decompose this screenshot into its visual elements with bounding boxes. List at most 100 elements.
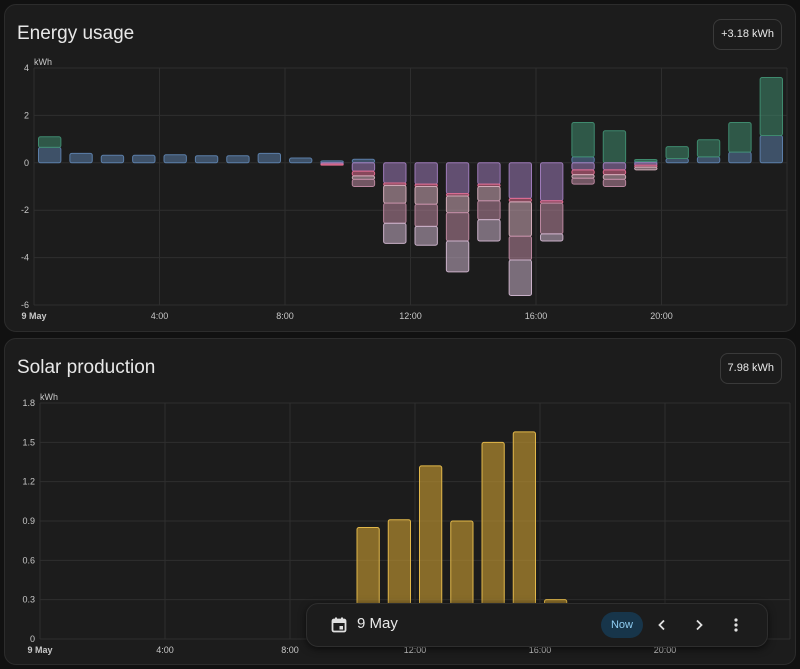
energy-bar-segment xyxy=(38,146,62,164)
x-tick-label: 8:00 xyxy=(276,311,294,321)
energy-bar-segment xyxy=(571,174,595,179)
energy-bar-segment xyxy=(445,212,470,242)
energy-bar-segment xyxy=(508,162,532,199)
energy-bar-segment xyxy=(508,197,532,203)
energy-bar-segment xyxy=(728,122,752,153)
x-tick-label: 12:00 xyxy=(399,311,422,321)
energy-bar-segment xyxy=(69,152,93,164)
energy-bar-segment xyxy=(351,162,376,172)
x-tick-label: 8:00 xyxy=(281,645,299,655)
x-tick-label: 9 May xyxy=(27,645,52,655)
energy-bar-segment xyxy=(571,162,595,171)
energy-bar-segment xyxy=(634,158,658,162)
energy-bar-segment xyxy=(38,136,62,148)
energy-bar-segment xyxy=(132,154,156,164)
energy-bar-segment xyxy=(540,202,564,235)
total-badge[interactable]: 7.98 kWh xyxy=(719,353,782,384)
now-button[interactable]: Now xyxy=(601,612,643,638)
energy-bar-segment xyxy=(634,166,658,171)
energy-bar-segment xyxy=(351,175,376,180)
energy-bar-segment xyxy=(508,235,532,261)
energy-bar-segment xyxy=(351,158,376,164)
card-title: Energy usage xyxy=(17,23,135,44)
y-tick-label: 0 xyxy=(24,158,29,168)
y-tick-label: -2 xyxy=(21,205,29,215)
energy-bar-segment xyxy=(445,162,470,195)
y-tick-label: 1.8 xyxy=(22,398,35,408)
date-picker-bar: 9 May Now xyxy=(306,603,768,647)
energy-bar-segment xyxy=(665,146,689,160)
energy-bar-segment xyxy=(540,233,564,242)
y-tick-label: 0.3 xyxy=(22,595,35,605)
energy-bar-segment xyxy=(540,162,564,202)
energy-bar-segment xyxy=(226,155,250,164)
energy-bar-segment xyxy=(414,225,438,246)
chevron-right-icon xyxy=(696,619,703,631)
energy-bar-segment xyxy=(414,186,438,205)
energy-bar-segment xyxy=(100,154,125,164)
y-tick-label: 0.6 xyxy=(22,555,35,565)
energy-bar-segment xyxy=(477,219,501,242)
energy-bar-segment xyxy=(289,157,313,164)
energy-usage-chart: -6 -4 -2 0 2 4 9 May 4:00 8:00 12:00 16:00 20:00 kWh xyxy=(21,57,788,321)
y-tick-label: 1.5 xyxy=(22,437,35,447)
y-tick-label: 4 xyxy=(24,63,29,73)
x-tick-label: 4:00 xyxy=(156,645,174,655)
energy-bar-segment xyxy=(194,155,219,164)
x-tick-label: 16:00 xyxy=(529,645,552,655)
next-day-button[interactable] xyxy=(686,612,712,638)
y-tick-label: 2 xyxy=(24,110,29,120)
chevron-left-icon xyxy=(658,619,665,631)
energy-bar-segment xyxy=(602,169,627,176)
energy-bar-segment xyxy=(571,169,595,176)
energy-bar-segment xyxy=(759,76,783,137)
energy-bar-segment xyxy=(445,195,470,214)
energy-bar-segment xyxy=(602,174,627,180)
x-tick-label: 12:00 xyxy=(404,645,427,655)
selected-date[interactable]: 9 May xyxy=(357,615,398,632)
energy-usage-card: -6 -4 -2 0 2 4 9 May 4:00 8:00 12:00 16:00 20:00 kWh… xyxy=(4,4,796,332)
energy-bar-segment xyxy=(477,200,501,221)
energy-bar-segment xyxy=(602,162,627,171)
energy-bar-segment xyxy=(477,162,501,185)
energy-bar-segment xyxy=(571,156,595,164)
more-vertical-icon xyxy=(734,618,738,632)
y-tick-label: 0.9 xyxy=(22,516,35,526)
y-tick-label: -6 xyxy=(21,300,29,310)
energy-bar-segment xyxy=(163,154,187,164)
energy-bar-segment xyxy=(383,202,407,224)
energy-bar-segment xyxy=(571,122,595,158)
y-tick-label: 0 xyxy=(30,634,35,644)
total-badge[interactable]: +3.18 kWh xyxy=(713,19,782,50)
previous-day-button[interactable] xyxy=(649,612,675,638)
energy-bar-segment xyxy=(696,156,721,164)
y-tick-label: -4 xyxy=(21,253,29,263)
energy-bar-segment xyxy=(351,170,376,177)
card-title: Solar production xyxy=(17,357,156,378)
energy-bar-segment xyxy=(508,201,532,237)
energy-bar-segment xyxy=(351,178,376,187)
x-tick-label: 4:00 xyxy=(151,311,169,321)
energy-bar-segment xyxy=(383,184,407,204)
energy-bar-segment xyxy=(728,151,752,164)
energy-bar-segment xyxy=(414,162,438,185)
energy-bar-segment xyxy=(602,178,627,187)
more-options-button[interactable] xyxy=(723,612,749,638)
axis-unit-label: kWh xyxy=(40,392,58,402)
energy-bar-segment xyxy=(508,259,532,297)
energy-bar-segment xyxy=(383,222,407,244)
x-tick-label: 20:00 xyxy=(650,311,673,321)
axis-unit-label: kWh xyxy=(34,57,52,67)
energy-bar-segment xyxy=(383,162,407,184)
energy-bar-segment xyxy=(477,186,501,202)
energy-bar-segment xyxy=(696,139,721,158)
calendar-icon[interactable] xyxy=(331,617,347,633)
energy-bar-segment xyxy=(665,158,689,164)
energy-bar-segment xyxy=(320,163,344,166)
energy-bar-segment xyxy=(571,177,595,185)
x-tick-label: 20:00 xyxy=(654,645,677,655)
energy-bar-segment xyxy=(602,130,627,164)
energy-bar-segment xyxy=(445,240,470,273)
energy-bar-segment xyxy=(414,203,438,227)
x-tick-label: 9 May xyxy=(21,311,46,321)
